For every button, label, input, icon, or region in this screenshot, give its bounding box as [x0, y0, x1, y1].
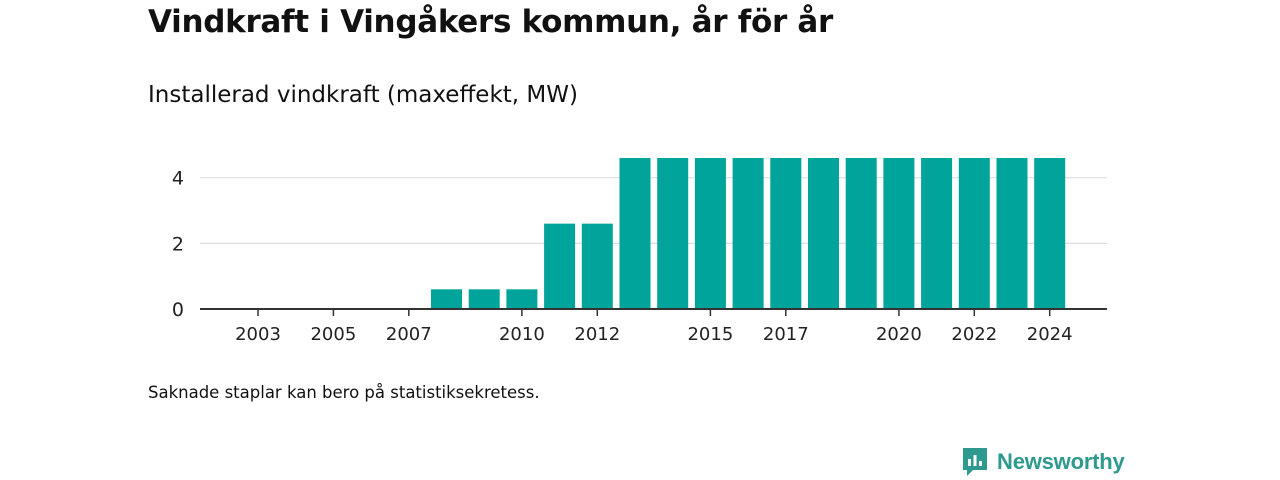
chart-title: Vindkraft i Vingåkers kommun, år för år	[148, 4, 834, 40]
chart-subtitle: Installerad vindkraft (maxeffekt, MW)	[148, 82, 578, 108]
x-tick-label: 2010	[499, 324, 545, 345]
bar-2008	[431, 289, 462, 309]
y-tick-label: 0	[172, 299, 184, 321]
footnote: Saknade staplar kan bero på statistiksek…	[148, 383, 540, 402]
brand-name: Newsworthy	[997, 449, 1125, 474]
x-tick-label: 2003	[235, 324, 281, 345]
x-tick-label: 2007	[386, 324, 432, 345]
y-tick-label: 2	[172, 233, 184, 255]
bar-2020	[883, 158, 915, 309]
x-tick-label: 2020	[876, 324, 922, 345]
bar-2014	[657, 158, 689, 309]
bar-2019	[845, 158, 877, 309]
x-tick-label: 2015	[687, 324, 733, 345]
bar-2022	[958, 158, 990, 309]
bar-2023	[996, 158, 1028, 309]
bar-2024	[1034, 158, 1066, 309]
x-tick-label: 2005	[310, 324, 356, 345]
newsworthy-logo[interactable]: Newsworthy	[961, 446, 1125, 478]
bar-2010	[506, 289, 538, 309]
gridlines	[200, 177, 1107, 244]
bar-2015	[694, 158, 726, 309]
x-tick-label: 2024	[1027, 324, 1073, 345]
bar-2017	[770, 158, 802, 309]
x-tick-label: 2022	[951, 324, 997, 345]
axes: 0 2 4 2003 2005 2007 2010 2012 2015 2017 2020 2022 2…	[172, 168, 1107, 345]
x-tick-label: 2012	[574, 324, 620, 345]
y-tick-label: 4	[172, 168, 184, 190]
newsworthy-logo-icon	[963, 448, 987, 476]
bar-2013	[619, 158, 651, 309]
x-tick-label: 2017	[763, 324, 809, 345]
bar-2011	[544, 223, 576, 309]
bar-2018	[808, 158, 839, 309]
bar-2012	[581, 223, 613, 309]
bars	[431, 158, 1066, 309]
bar-2021	[921, 158, 953, 309]
bar-2016	[732, 158, 764, 309]
bar-2009	[468, 289, 500, 309]
bar-chart: 0 2 4 2003 2005 2007 2010 2012 2015 2017 2020 2022 2…	[172, 158, 1107, 345]
